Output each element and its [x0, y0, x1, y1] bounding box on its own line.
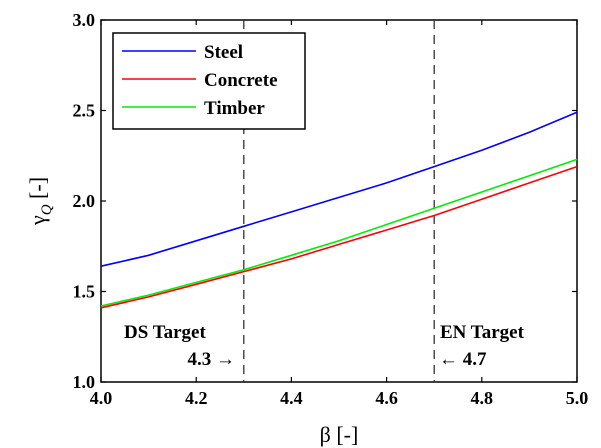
y-tick-label: 2.5 — [73, 101, 96, 121]
legend-label-timber: Timber — [204, 98, 265, 119]
series-line-concrete — [100, 165, 578, 309]
en-target-value: ← 4.7 — [439, 349, 487, 370]
ds-target-label: DS Target — [124, 322, 206, 343]
en-target-label: EN Target — [440, 322, 525, 343]
y-axis-unit: [-] — [25, 177, 50, 204]
legend: Steel Concrete Timber — [112, 32, 306, 130]
x-tick-label: 4.2 — [185, 388, 208, 408]
series-line-timber — [100, 158, 578, 307]
ds-target-value: 4.3 → — [188, 349, 236, 370]
x-tick-label: 5.0 — [566, 388, 589, 408]
y-tick-label: 2.0 — [73, 191, 96, 211]
legend-label-concrete: Concrete — [204, 70, 278, 91]
y-tick-label: 3.0 — [73, 10, 96, 30]
y-tick-label: 1.0 — [73, 372, 96, 392]
legend-label-steel: Steel — [204, 42, 243, 63]
legend-box — [112, 32, 306, 130]
x-tick-label: 4.6 — [375, 388, 398, 408]
y-tick-label: 1.5 — [73, 282, 96, 302]
axis-ticks: 4.0 4.2 4.4 4.6 4.8 5.0 1.0 1.5 2.0 2.5 3.0 — [73, 10, 589, 408]
y-axis-label: γQ [-] — [25, 177, 55, 226]
series-line-steel — [100, 111, 578, 267]
x-tick-label: 4.8 — [471, 388, 494, 408]
y-axis-symbol: γ — [25, 215, 50, 226]
y-axis-subscript: Q — [39, 204, 55, 215]
x-tick-label: 4.4 — [280, 388, 303, 408]
x-axis-label: β [-] — [320, 422, 359, 447]
series-layer — [100, 111, 578, 309]
x-tick-label: 4.0 — [90, 388, 113, 408]
